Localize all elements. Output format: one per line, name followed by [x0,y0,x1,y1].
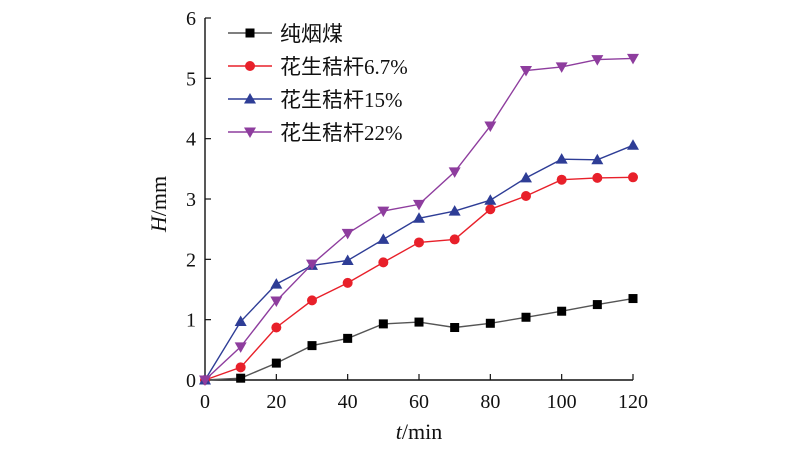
data-point [485,318,495,328]
legend-label: 纯烟煤 [280,22,343,46]
series-2 [200,172,638,385]
data-point [413,199,425,211]
y-tick-label: 5 [186,68,196,90]
data-point [341,254,354,266]
data-point [377,206,390,218]
y-tick-label: 6 [186,8,196,30]
y-tick-label: 4 [186,129,196,151]
legend-label: 花生秸杆15% [280,88,403,112]
data-point [414,237,424,248]
data-point [555,62,568,73]
y-axis-label: H/mm [146,176,171,233]
data-point [485,204,496,215]
legend-label: 花生秸杆22% [280,121,403,145]
data-point [343,333,353,343]
legend-marker [245,61,255,71]
data-point [628,172,638,183]
data-point [448,167,461,178]
legend-item: 纯烟煤 [228,22,343,46]
data-point [307,295,317,306]
data-point [555,153,568,164]
series-4 [199,53,639,386]
x-axis-ticks: 0 20 40 60 80 100 120 [200,374,648,413]
data-point [270,278,283,289]
data-point [271,358,281,368]
data-point [520,65,532,77]
y-tick-label: 3 [186,189,196,211]
data-point [307,341,317,351]
legend-item: 花生秸杆15% [228,88,403,112]
data-point [414,317,424,327]
data-point [236,373,246,383]
data-point [556,174,567,185]
data-point [234,315,247,326]
data-point [449,234,460,245]
data-point [627,139,639,150]
data-point [377,233,390,244]
data-point [521,190,531,201]
data-point [592,172,603,183]
y-axis-ticks: 0 1 2 3 4 5 6 [186,8,211,392]
data-point [341,228,354,240]
axes: 0 20 40 60 80 100 120 0 1 2 3 4 5 6 [186,8,648,413]
series-line [204,144,634,381]
data-point [591,55,604,66]
data-point [448,205,461,216]
data-point [521,312,531,322]
data-point [592,300,602,310]
y-tick-label: 1 [186,310,196,332]
legend-marker [244,127,256,138]
legend-item: 花生秸杆22% [228,121,403,145]
x-tick-label: 100 [547,391,577,413]
data-point [234,342,247,353]
series-3 [199,139,639,385]
legend-label: 花生秸杆6.7% [280,55,408,79]
x-tick-label: 40 [338,391,358,413]
x-tick-label: 20 [266,391,286,413]
data-point [450,323,460,333]
data-point [627,53,639,65]
legend-item: 花生秸杆6.7% [228,55,408,79]
data-point [484,194,497,205]
legend-marker [245,28,255,38]
data-point [271,322,282,333]
data-point [484,121,497,132]
x-tick-label: 0 [200,391,210,413]
x-tick-label: 80 [480,391,500,413]
y-tick-label: 0 [186,370,196,392]
x-tick-label: 120 [618,391,648,413]
data-point [557,306,567,316]
data-point [270,296,283,307]
x-axis-label: t/min [396,419,442,444]
data-point [378,319,388,329]
data-point [342,277,353,288]
data-point [520,171,532,183]
data-point [306,259,318,271]
data-point [628,294,638,304]
data-point [378,257,389,268]
data-point [413,212,425,223]
legend-marker [244,93,256,104]
data-point [591,153,604,165]
x-tick-label: 60 [409,391,429,413]
series-group [199,53,639,386]
data-point [199,375,211,386]
y-tick-label: 2 [186,249,196,271]
data-point [235,362,246,373]
